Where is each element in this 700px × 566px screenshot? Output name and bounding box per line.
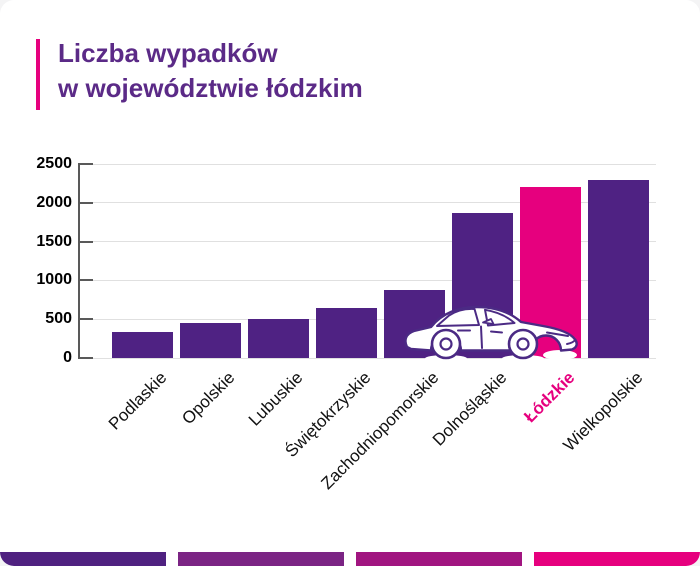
y-tick-label: 2500 [36,155,72,172]
gridline-1000 [80,279,656,281]
y-tick-2500 [80,163,93,165]
y-tick-2000 [80,201,93,204]
y-tick-label: 1000 [36,271,72,289]
y-tick-0 [80,357,93,359]
gridline-2500 [80,163,656,165]
footer-segment-3 [356,552,522,566]
y-axis-line [78,163,80,359]
footer-segment-2 [178,552,344,566]
page-title: Liczba wypadków w województwie łódzkim [58,36,363,106]
bar-wielkopolskie [588,179,649,358]
bar-opolskie [180,323,241,358]
car-icon [404,305,578,362]
bar-świętokrzyskie [316,307,377,358]
footer-segment-4 [534,552,700,566]
title-line-2: w województwie łódzkim [58,73,363,103]
title-line-1: Liczba wypadków [58,38,278,68]
y-tick-label: 0 [63,349,72,366]
y-tick-label: 2000 [36,193,72,211]
gridline-1500 [80,241,656,243]
y-tick-500 [80,318,93,321]
y-tick-label: 500 [45,310,72,328]
title-accent-bar [36,39,40,110]
footer-segment-1 [0,552,166,566]
bar-lubuskie [248,319,309,358]
y-tick-1500 [80,240,93,243]
y-tick-1000 [80,279,93,282]
y-tick-label: 1500 [36,232,72,250]
gridline-0 [80,357,656,359]
bar-podlaskie [112,331,173,358]
gridline-2000 [80,202,656,204]
